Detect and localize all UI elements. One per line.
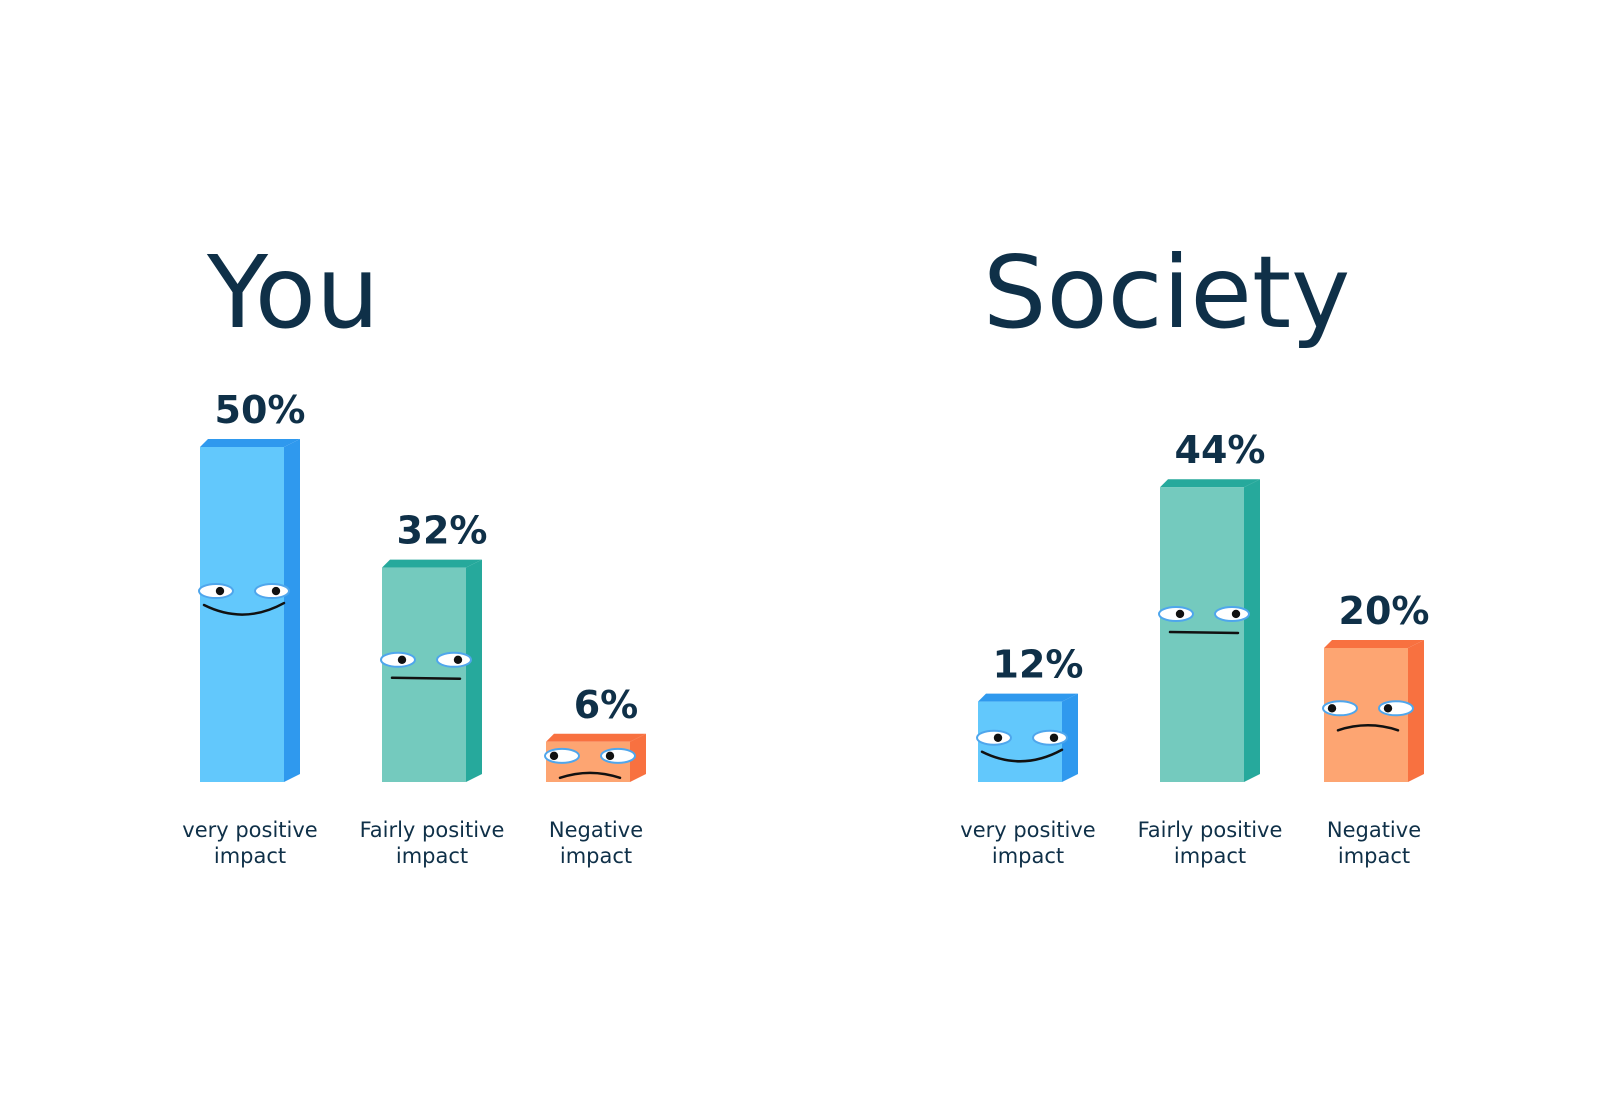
you-fairly-positive-impact-bar-top — [382, 559, 482, 568]
society-fairly-positive-impact-face-mouth — [1168, 630, 1240, 635]
society-very-positive-impact-bar-top — [978, 693, 1078, 702]
society-negative-impact-bar-group — [1322, 640, 1424, 782]
society-fairly-positive-impact-bar-top — [1160, 479, 1260, 488]
you-negative-impact-face-mouth — [558, 771, 622, 780]
you-negative-impact-face-left-pupil — [549, 751, 559, 761]
you-negative-impact-bar-side — [630, 733, 646, 782]
society-fairly-positive-impact-bar — [1160, 487, 1244, 782]
you-very-positive-impact-value-label: 50% — [215, 388, 306, 432]
society-fairly-positive-impact-bar-group — [1158, 479, 1260, 782]
you-very-positive-impact-bar-top — [200, 439, 300, 447]
you-very-positive-impact-category-label-line-2: impact — [214, 844, 286, 868]
society-very-positive-impact-face-right-pupil — [1049, 733, 1059, 742]
you-negative-impact-bar-top — [546, 733, 646, 742]
chart-panel-society: Society 12%very positiveimpact44%Fairly … — [960, 234, 1429, 868]
you-fairly-positive-impact-face-left-pupil — [397, 655, 407, 664]
you-fairly-positive-impact-value-label: 32% — [397, 509, 488, 553]
society-negative-impact-category-label-line-1: Negative — [1327, 818, 1421, 842]
you-negative-impact-bar-group — [544, 733, 646, 782]
you-negative-impact-category-label-line-2: impact — [560, 844, 632, 868]
society-very-positive-impact-category-label-line-1: very positive — [960, 818, 1095, 842]
society-negative-impact-face-mouth — [1336, 724, 1400, 732]
you-negative-impact-face-right-pupil — [605, 751, 615, 761]
you-fairly-positive-impact-bar — [382, 567, 466, 782]
society-very-positive-impact-bar-group — [976, 693, 1078, 782]
society-very-positive-impact-value-label: 12% — [993, 643, 1084, 687]
you-very-positive-impact-face-mouth — [202, 601, 286, 616]
you-very-positive-impact-bar-group — [198, 439, 300, 782]
you-very-positive-impact-face-right-pupil — [271, 586, 281, 596]
chart-title-you: You — [206, 234, 379, 351]
you-fairly-positive-impact-category-label-line-1: Fairly positive — [360, 818, 505, 842]
society-fairly-positive-impact-value-label: 44% — [1175, 428, 1266, 472]
you-very-positive-impact-face-left-pupil — [215, 586, 225, 596]
society-very-positive-impact-face-left-pupil — [993, 733, 1003, 742]
society-negative-impact-category-label-line-2: impact — [1338, 844, 1410, 868]
society-negative-impact-value-label: 20% — [1339, 589, 1430, 633]
chart-title-society: Society — [983, 234, 1350, 351]
society-negative-impact-face-left-pupil — [1327, 704, 1337, 713]
you-negative-impact-category-label-line-1: Negative — [549, 818, 643, 842]
society-very-positive-impact-face-mouth — [980, 748, 1064, 763]
you-very-positive-impact-bar-side — [284, 439, 300, 782]
you-fairly-positive-impact-category-label-line-2: impact — [396, 844, 468, 868]
you-negative-impact-value-label: 6% — [574, 683, 639, 727]
society-negative-impact-bar-top — [1324, 640, 1424, 648]
society-fairly-positive-impact-face-left-pupil — [1175, 609, 1185, 619]
you-very-positive-impact-category-label-line-1: very positive — [182, 818, 317, 842]
society-fairly-positive-impact-face-right-pupil — [1231, 609, 1241, 619]
society-negative-impact-bar-side — [1408, 640, 1424, 782]
you-fairly-positive-impact-face-right-pupil — [453, 655, 463, 664]
society-very-positive-impact-bar-side — [1062, 693, 1078, 782]
society-fairly-positive-impact-category-label-line-1: Fairly positive — [1138, 818, 1283, 842]
you-fairly-positive-impact-bar-side — [466, 559, 482, 782]
society-fairly-positive-impact-category-label-line-2: impact — [1174, 844, 1246, 868]
society-very-positive-impact-category-label-line-2: impact — [992, 844, 1064, 868]
you-fairly-positive-impact-face-mouth — [390, 676, 462, 681]
society-fairly-positive-impact-bar-side — [1244, 479, 1260, 782]
you-fairly-positive-impact-bar-group — [380, 559, 482, 782]
society-negative-impact-face-right-pupil — [1383, 704, 1393, 713]
